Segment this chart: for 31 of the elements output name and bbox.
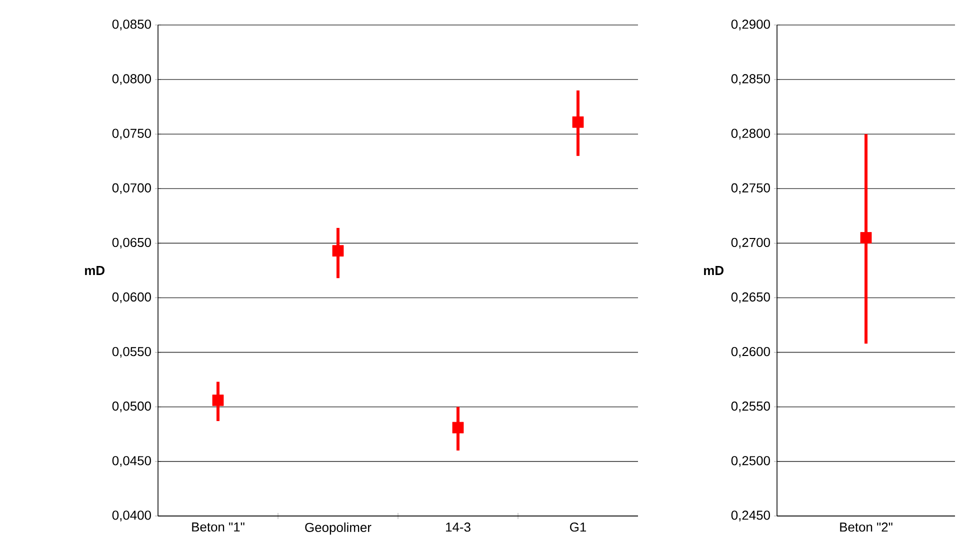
y-tick-label: 0,0650 bbox=[112, 238, 151, 249]
y-tick-label: 0,0750 bbox=[112, 128, 151, 140]
x-tick-label: Beton "2" bbox=[840, 522, 892, 532]
y-tick-label: 0,2800 bbox=[731, 128, 770, 140]
y-tick-label: 0,2550 bbox=[731, 402, 770, 412]
y-tick-label: 0,2700 bbox=[731, 238, 770, 249]
point bbox=[212, 394, 224, 406]
x-tick-label: Beton "1" bbox=[192, 522, 244, 532]
y-tick-label: 0,0700 bbox=[112, 183, 151, 194]
x-tick-label: Geopolimer bbox=[305, 522, 372, 535]
y-tick-label: 0,0450 bbox=[112, 456, 151, 467]
y-tick-label: 0,0550 bbox=[112, 346, 151, 358]
y-tick-label: 0,0500 bbox=[112, 402, 151, 412]
y-tick-label: 0,2900 bbox=[731, 20, 770, 30]
y-tick-label: 0,0400 bbox=[112, 510, 151, 522]
y-tick-label: 0,2500 bbox=[731, 456, 770, 467]
y-tick-label: 0,2650 bbox=[731, 292, 770, 304]
point bbox=[572, 116, 584, 128]
point bbox=[332, 245, 344, 257]
point bbox=[452, 422, 464, 434]
y-tick-label: 0,0850 bbox=[112, 20, 151, 30]
x-tick-label: 14-3 bbox=[446, 522, 470, 532]
y-tick-label: 0,2850 bbox=[731, 74, 770, 85]
y-tick-label: 0,2750 bbox=[731, 183, 770, 194]
y-axis-title: mD bbox=[85, 266, 104, 275]
y-tick-label: 0,2450 bbox=[731, 510, 770, 522]
y-tick-label: 0,0600 bbox=[112, 292, 151, 304]
y-tick-label: 0,2600 bbox=[731, 346, 770, 358]
x-tick-label: G1 bbox=[570, 522, 586, 532]
y-tick-label: 0,0800 bbox=[112, 74, 151, 85]
y-axis-title: mD bbox=[704, 266, 724, 275]
